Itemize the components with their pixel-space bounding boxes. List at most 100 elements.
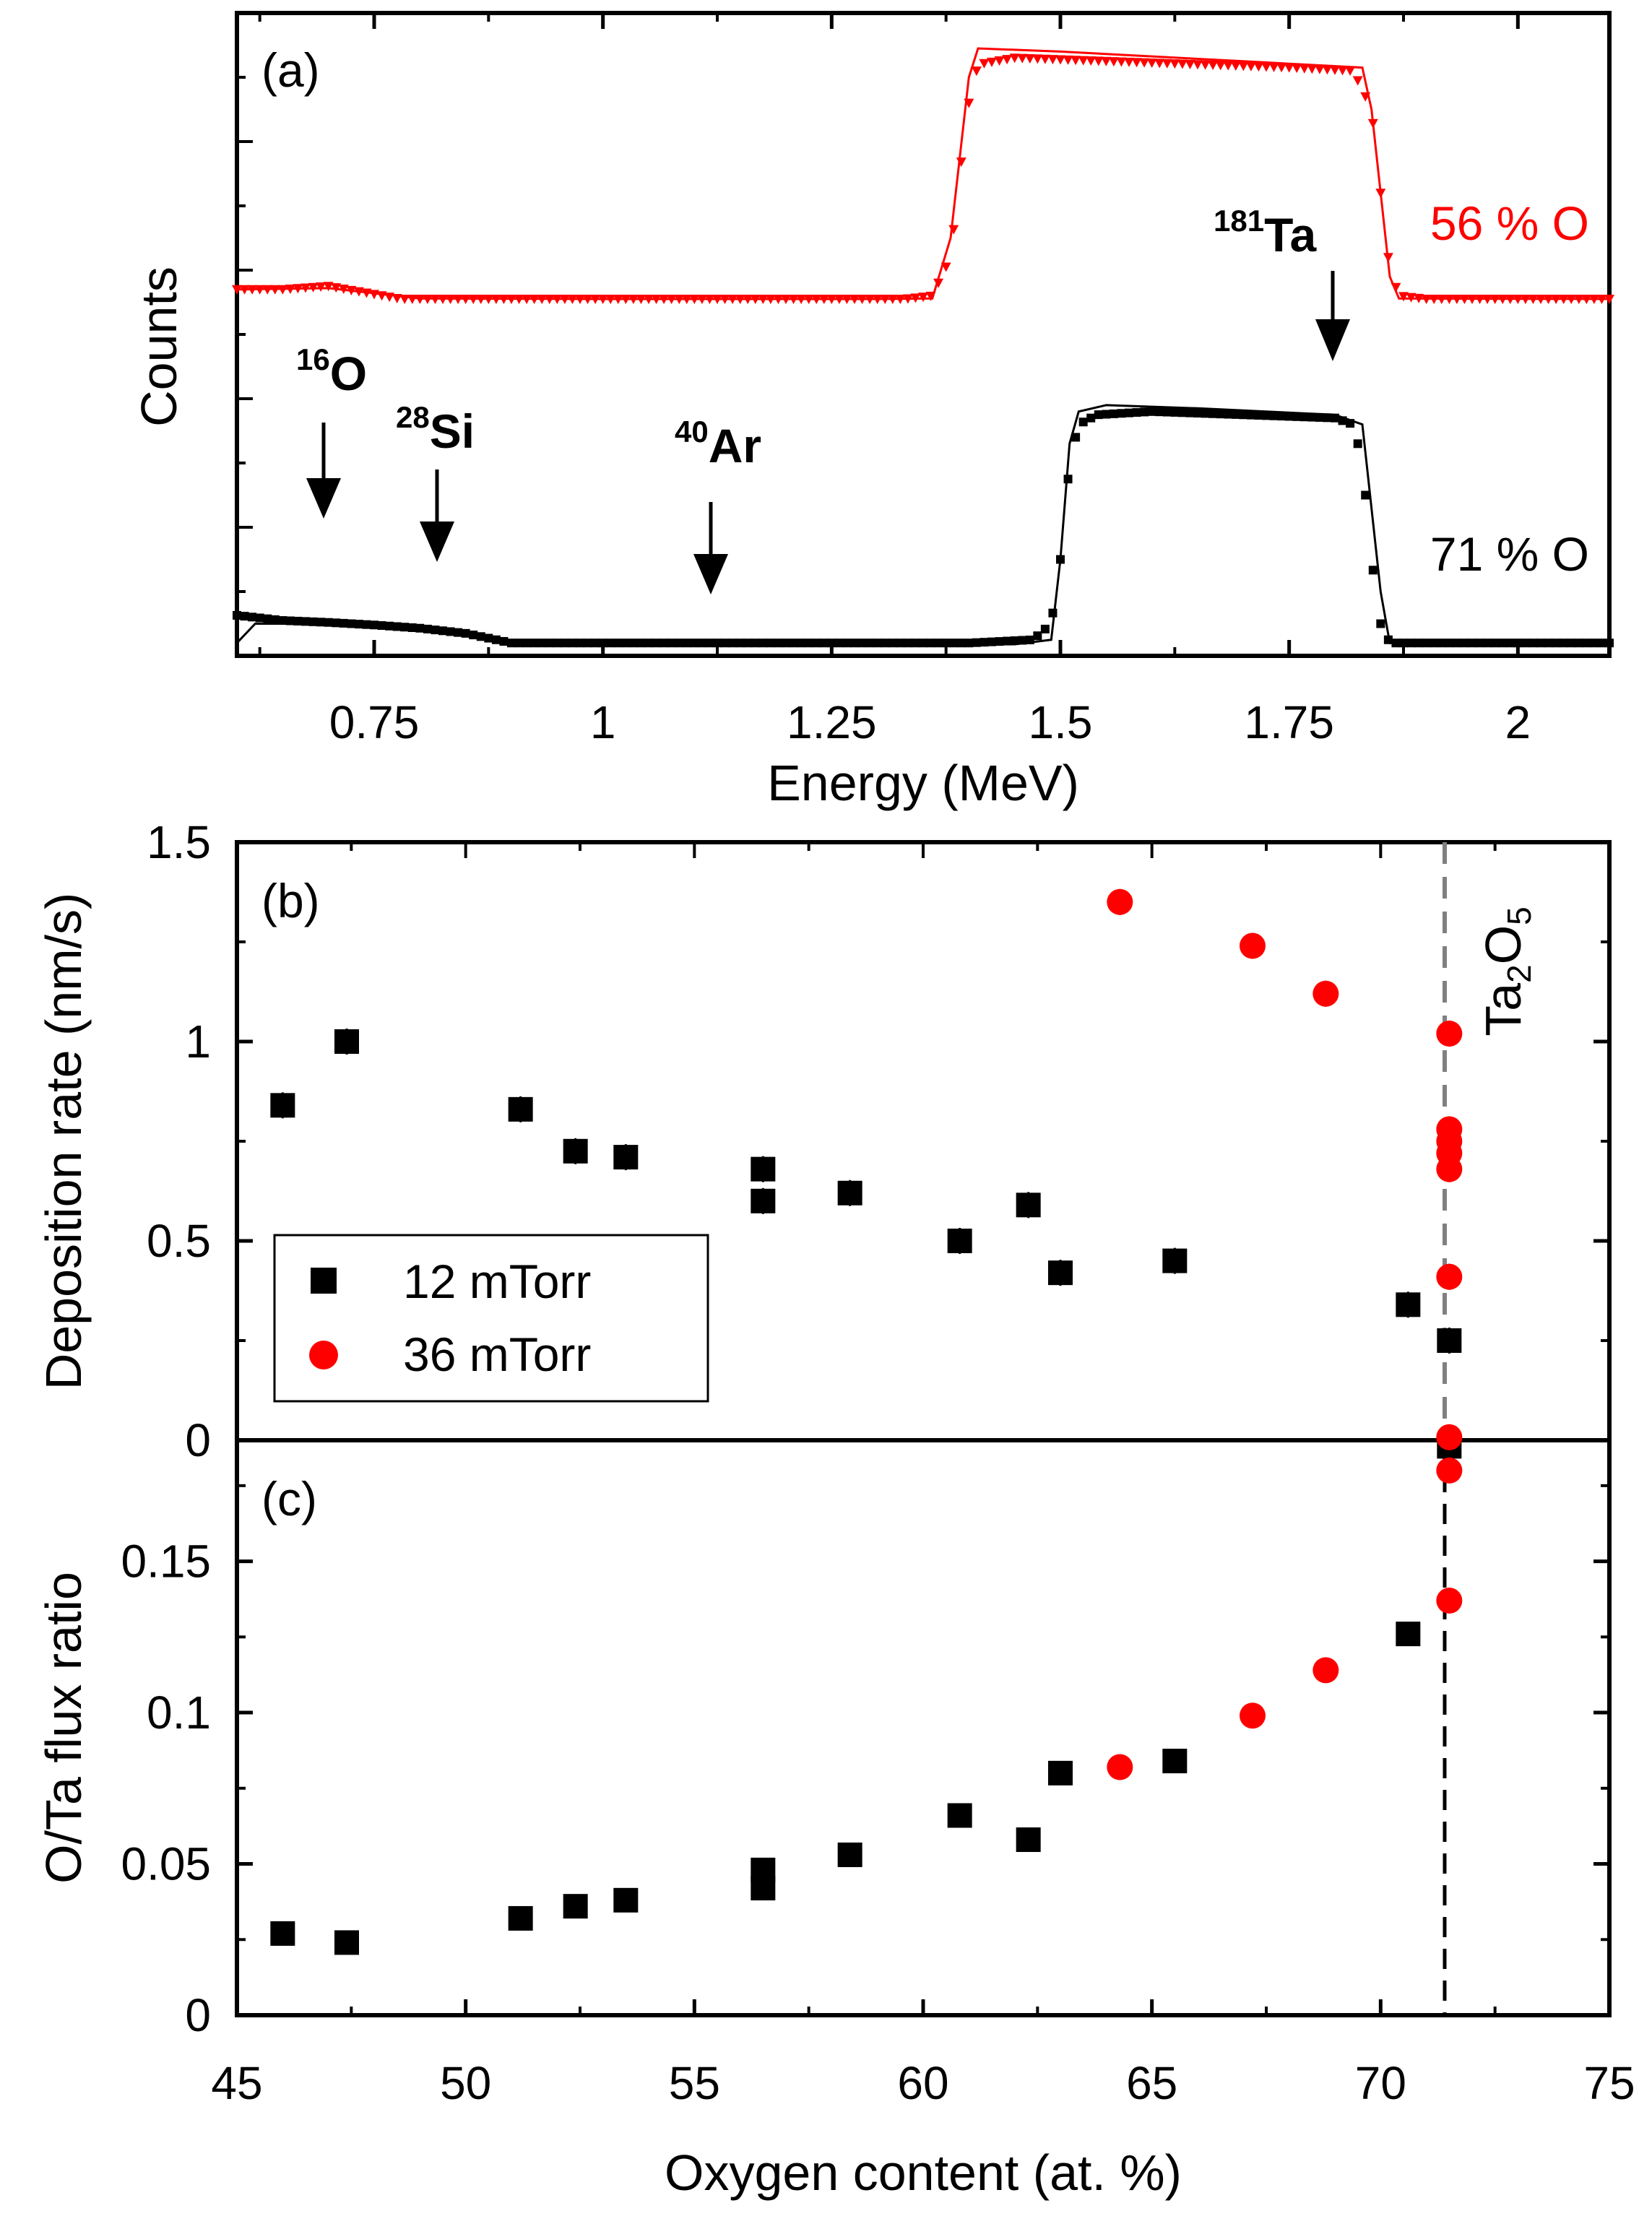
spectrum-point-56-o xyxy=(514,295,524,305)
point-12-mtorr xyxy=(751,1876,776,1901)
spectrum-point-56-o xyxy=(1345,66,1356,76)
spectrum-point-71-o xyxy=(621,639,631,648)
spectrum-point-56-o xyxy=(1047,55,1058,65)
spectrum-point-56-o xyxy=(765,295,776,305)
spectrum-point-71-o xyxy=(934,639,943,648)
point-36-mtorr xyxy=(1107,1754,1133,1780)
spectrum-point-71-o xyxy=(865,639,875,648)
point-36-mtorr xyxy=(1107,888,1133,915)
panel-b-y-axis-title: Deposition rate (nm/s) xyxy=(35,893,92,1390)
spectrum-point-71-o xyxy=(1361,490,1370,500)
spectrum-point-56-o xyxy=(940,262,951,272)
spectrum-point-56-o xyxy=(803,295,814,305)
point-12-mtorr xyxy=(947,1803,972,1828)
spectrum-point-71-o xyxy=(1414,639,1424,648)
spectrum-point-56-o xyxy=(849,295,860,305)
series-label-71-o: 71 % O xyxy=(1430,527,1589,581)
panel-a-element-annotations: 16O 28Si 40Ar 181Ta xyxy=(296,204,1350,594)
spectrum-point-56-o xyxy=(1139,58,1150,68)
spectrum-point-56-o xyxy=(1383,253,1393,263)
spectrum-point-71-o xyxy=(1468,639,1476,648)
annotation-o-mass: 16 xyxy=(296,342,330,376)
spectrum-point-71-o xyxy=(789,639,798,648)
legend-marker-36-mtorr xyxy=(309,1341,338,1369)
spectrum-point-71-o xyxy=(979,638,989,647)
panel-a-label: (a) xyxy=(261,43,320,97)
spectrum-point-56-o xyxy=(1086,56,1097,66)
spectrum-point-56-o xyxy=(681,295,692,305)
spectrum-point-56-o xyxy=(666,295,677,305)
spectrum-point-56-o xyxy=(1055,55,1065,65)
spectrum-point-71-o xyxy=(1483,639,1492,648)
point-12-mtorr xyxy=(751,1156,776,1182)
spectrum-point-71-o xyxy=(293,616,303,626)
spectrum-point-56-o xyxy=(750,295,761,305)
spectrum-point-71-o xyxy=(1505,639,1515,648)
spectrum-point-71-o xyxy=(881,639,890,648)
spectrum-point-56-o xyxy=(1032,54,1043,64)
spectrum-point-56-o xyxy=(1002,55,1013,65)
spectrum-point-71-o xyxy=(339,618,348,628)
point-12-mtorr xyxy=(1162,1749,1188,1774)
panel-b: 0 0.5 1 1.5 (b) Deposition rate (nm/s) Ta2O… xyxy=(35,816,1612,1466)
spectrum-point-71-o xyxy=(697,639,706,648)
spectrum-point-56-o xyxy=(293,284,303,294)
spectrum-point-56-o xyxy=(796,295,807,305)
spectrum-point-71-o xyxy=(1239,410,1248,420)
spectrum-point-56-o xyxy=(475,295,486,305)
spectrum-point-71-o xyxy=(873,639,882,648)
spectrum-point-71-o xyxy=(758,639,768,648)
svg-text:28Si: 28Si xyxy=(396,400,475,458)
spectrum-point-71-o xyxy=(987,637,996,646)
spectrum-point-71-o xyxy=(1109,409,1118,418)
panel-c-x-axis-title: Oxygen content (at. %) xyxy=(665,2144,1182,2201)
spectrum-point-71-o xyxy=(713,639,722,648)
spectrum-point-56-o xyxy=(735,295,745,305)
spectrum-point-71-o xyxy=(903,639,912,648)
spectrum-point-56-o xyxy=(651,295,662,305)
point-12-mtorr xyxy=(1048,1760,1073,1786)
spectrum-point-71-o xyxy=(285,616,295,626)
spectrum-point-71-o xyxy=(1262,411,1271,420)
spectrum-point-56-o xyxy=(468,295,479,305)
point-36-mtorr xyxy=(1436,1588,1463,1614)
spectrum-point-56-o xyxy=(1162,59,1172,69)
spectrum-point-56-o xyxy=(1009,53,1020,64)
spectrum-point-71-o xyxy=(507,639,516,648)
annotation-si-symbol: Si xyxy=(430,404,475,458)
panel-a-y-axis-title: Counts xyxy=(131,267,187,427)
spectrum-point-71-o xyxy=(911,639,920,648)
spectrum-point-71-o xyxy=(1552,639,1561,648)
spectrum-point-71-o xyxy=(652,639,661,648)
spectrum-point-71-o xyxy=(995,637,1004,646)
spectrum-point-71-o xyxy=(1193,409,1202,418)
spectrum-point-71-o xyxy=(1040,624,1050,633)
spectrum-point-71-o xyxy=(1003,636,1012,646)
spectrum-point-56-o xyxy=(254,285,265,295)
spectrum-point-71-o xyxy=(1132,408,1141,417)
point-12-mtorr xyxy=(1016,1193,1041,1218)
spectrum-point-71-o xyxy=(1475,639,1484,648)
annotation-oxygen-16: 16O xyxy=(296,342,367,519)
spectrum-point-56-o xyxy=(1489,295,1500,305)
spectrum-point-71-o xyxy=(301,617,310,626)
spectrum-point-56-o xyxy=(1528,295,1539,305)
spectrum-point-71-o xyxy=(248,613,257,622)
spectrum-point-71-o xyxy=(1605,639,1614,648)
spectrum-point-56-o xyxy=(232,285,242,295)
spectrum-point-56-o xyxy=(239,285,250,295)
spectrum-point-71-o xyxy=(591,639,600,648)
series-label-56-o: 56 % O xyxy=(1430,196,1589,250)
spectrum-point-56-o xyxy=(1421,295,1432,305)
spectrum-point-56-o xyxy=(674,295,685,305)
spectrum-point-71-o xyxy=(1323,413,1332,423)
spectrum-point-56-o xyxy=(613,295,623,305)
spectrum-point-56-o xyxy=(567,295,578,305)
spectrum-point-71-o xyxy=(1147,407,1156,416)
spectrum-point-71-o xyxy=(1117,409,1126,418)
spectrum-point-71-o xyxy=(1125,408,1133,417)
panel-b-y-tick-label: 1.5 xyxy=(147,816,211,868)
spectrum-point-56-o xyxy=(902,294,913,304)
panel-a: 0.75 1 1.25 1.5 1.75 2 (a) Energy (MeV) Count… xyxy=(131,11,1614,811)
